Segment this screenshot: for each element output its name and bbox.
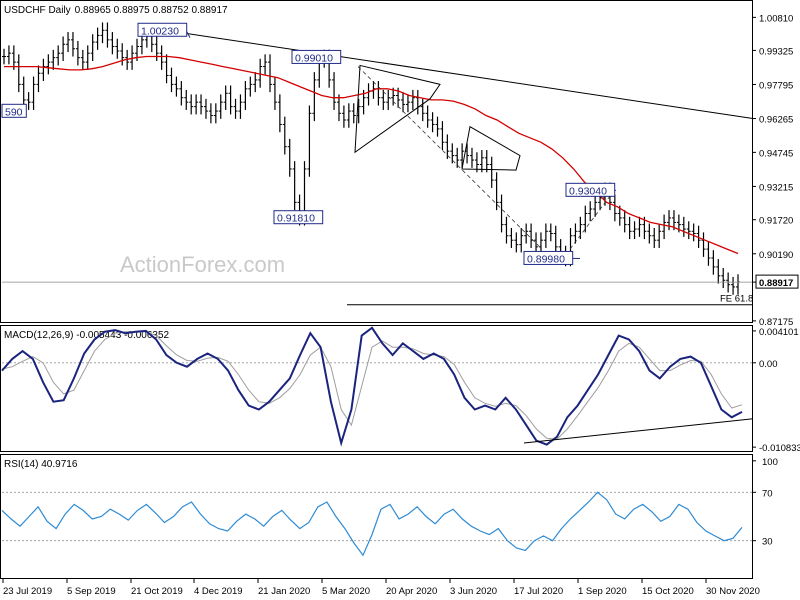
- macd-panel-title: MACD(12,26,9) -0.005443 -0.006352: [4, 330, 170, 341]
- xtick-label: 5 Mar 2020: [322, 586, 370, 597]
- last-price-box: [755, 274, 799, 289]
- macd-ytick-label: -0.010833: [759, 443, 800, 454]
- macd-line: [1, 326, 743, 447]
- annotation-label: 0.91810: [277, 213, 315, 225]
- price-panel-title: USDCHF Daily 0.88965 0.88975 0.88752 0.88…: [4, 5, 228, 16]
- flag-pattern: [461, 125, 521, 171]
- annotation-label: 0.99010: [295, 52, 333, 64]
- fe-618-label: FE 61.8: [720, 294, 753, 305]
- xtick-label: 21 Jan 2020: [258, 586, 310, 597]
- price-ytick-label: 0.87175: [759, 317, 793, 328]
- xtick-label: 20 Apr 2020: [386, 586, 437, 597]
- annotation-box: [565, 182, 616, 197]
- long-term-trendline: [139, 25, 753, 119]
- macd-ytick-label: 0.00: [759, 359, 778, 370]
- annotation-box: [523, 250, 574, 265]
- rsi-panel: [0, 454, 753, 579]
- last-price-label: 0.88917: [759, 278, 793, 289]
- price-ytick-label: 0.96265: [759, 115, 793, 126]
- xtick-label: 1 Sep 2020: [578, 586, 627, 597]
- macd-panel: [0, 325, 753, 452]
- xtick-label: 21 Oct 2019: [131, 586, 183, 597]
- retrace-dashed-line: [569, 193, 613, 250]
- macd-ytick-label: 0.004101: [759, 327, 799, 338]
- annotation-label: 0.93040: [569, 185, 607, 197]
- xtick-label: 23 Jul 2019: [3, 586, 52, 597]
- annotation-box: [137, 22, 188, 37]
- price-ytick-label: 0.94745: [759, 148, 793, 159]
- xtick-label: 30 Nov 2020: [706, 586, 760, 597]
- xtick-label: 3 Jun 2020: [450, 586, 497, 597]
- price-ytick-label: 0.99325: [759, 46, 793, 57]
- annotation-label: 0.89980: [527, 253, 565, 265]
- price-ytick-label: 0.90190: [759, 250, 793, 261]
- annotation-group: 1.00230 0.99010 0.91810 0.93040 0.89980 590 FE…: [1, 22, 753, 305]
- annotation-label: 590: [5, 106, 23, 118]
- price-ytick-label: 1.00810: [759, 13, 793, 24]
- annotation-box: [1, 103, 27, 118]
- macd-signal-line: [1, 331, 743, 440]
- annotation-box: [273, 210, 324, 225]
- triangle-pattern: [354, 64, 441, 154]
- price-ytick-label: 0.97795: [759, 80, 793, 91]
- rsi-ytick-label: 100: [762, 457, 778, 468]
- projection-dashed-line: [357, 66, 543, 250]
- xtick-label: 17 Jul 2020: [514, 586, 563, 597]
- rsi-line: [1, 491, 743, 557]
- annotation-label: 1.00230: [141, 25, 179, 37]
- xtick-label: 5 Sep 2019: [67, 586, 116, 597]
- xtick-label: 15 Oct 2020: [642, 586, 694, 597]
- price-ytick-label: 0.91720: [759, 216, 793, 227]
- moving-average-line: [4, 55, 739, 255]
- rsi-ytick-label: 30: [762, 537, 773, 548]
- macd-series-group: [1, 326, 753, 447]
- annotation-box: [291, 49, 342, 64]
- rsi-series-group: [1, 491, 752, 557]
- macd-divergence-trendline: [523, 418, 753, 444]
- rsi-panel-title: RSI(14) 40.9716: [4, 459, 78, 470]
- rsi-ytick-label: 70: [762, 488, 773, 499]
- price-ytick-label: 0.93215: [759, 182, 793, 193]
- price-panel: [0, 0, 753, 323]
- axis-labels-group: 1.00810 0.99325 0.97795 0.96265 0.94745 0.932…: [2, 13, 800, 597]
- watermark: ActionForex.com: [120, 252, 285, 277]
- price-series-group: [2, 22, 753, 306]
- xtick-label: 4 Dec 2019: [194, 586, 243, 597]
